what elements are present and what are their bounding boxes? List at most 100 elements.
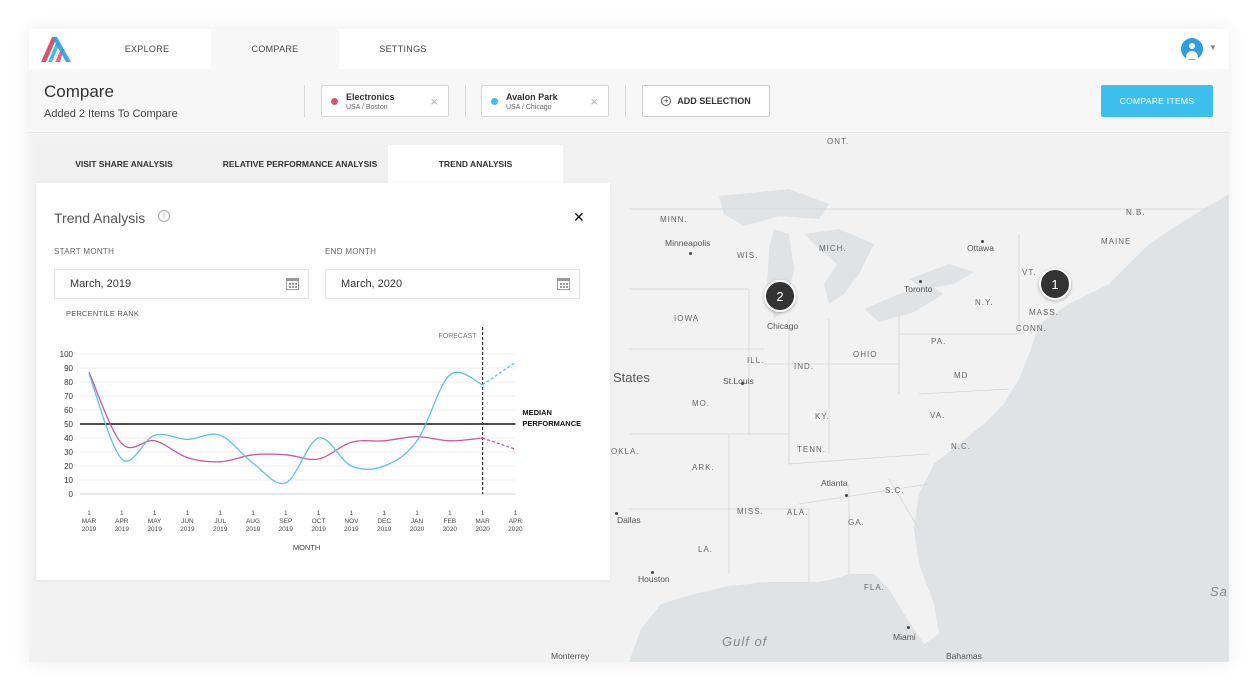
map-label: TENN. (797, 445, 826, 454)
map-label: ILL. (747, 356, 765, 365)
series-line-0 (88, 371, 483, 463)
selection-location: USA / Boston (346, 104, 388, 111)
end-month-label: END MONTH (325, 247, 377, 256)
map-marker-chicago[interactable]: 2 (764, 280, 796, 312)
analysis-tabs: VISIT SHARE ANALYSIS RELATIVE PERFORMANC… (36, 145, 563, 183)
city-label: Toronto (904, 284, 933, 294)
y-tick-label: 90 (64, 364, 73, 373)
x-tick-label: 1 MAY 2019 (147, 510, 162, 533)
add-selection-label: ADD SELECTION (677, 96, 751, 106)
y-tick-label: 0 (69, 490, 74, 499)
map-label: ARK. (692, 463, 715, 472)
logo-icon (41, 37, 71, 62)
y-tick-label: 20 (64, 462, 73, 471)
y-tick-label: 30 (64, 448, 73, 457)
x-tick-label: 1 JUL 2019 (213, 510, 228, 533)
y-tick-label: 10 (64, 476, 73, 485)
compare-items-button[interactable]: COMPARE ITEMS (1101, 85, 1213, 117)
map-country-label: States (613, 370, 650, 385)
nav-tab-explore[interactable]: EXPLORE (124, 44, 170, 54)
map-label: LA. (698, 545, 714, 554)
divider (304, 85, 305, 117)
page-title: Compare (44, 82, 114, 101)
map-sea-label: Sa (1210, 584, 1228, 599)
map-label: S.C. (885, 486, 905, 495)
city-label: Chicago (767, 321, 799, 331)
map-label: MD (954, 371, 969, 380)
start-month-label: START MONTH (54, 247, 115, 256)
tab-visit-share-analysis[interactable]: VISIT SHARE ANALYSIS (75, 159, 173, 169)
y-tick-label: 50 (64, 420, 73, 429)
calendar-icon[interactable] (286, 278, 299, 290)
x-tick-label: 1 OCT 2019 (311, 510, 326, 533)
map-sea-label: Gulf of (722, 634, 768, 649)
city-label: Ottawa (967, 243, 994, 253)
map-label: GA. (848, 518, 865, 527)
map-marker-boston[interactable]: 1 (1039, 268, 1071, 300)
x-axis-label: MONTH (293, 543, 321, 552)
info-icon[interactable]: i (158, 210, 170, 222)
x-tick-label: 1 APR 2019 (115, 510, 130, 533)
tab-relative-performance-analysis[interactable]: RELATIVE PERFORMANCE ANALYSIS (222, 159, 378, 169)
map-label: MAINE (1101, 237, 1132, 246)
plus-circle-icon: + (661, 96, 672, 106)
map-label: MINN. (660, 215, 688, 224)
start-month-input[interactable] (55, 270, 308, 298)
end-month-input[interactable] (326, 270, 579, 298)
city-label: St.Louis (723, 376, 754, 386)
trend-analysis-panel: Trend Analysis i ✕ START MONTH END MONTH… (36, 183, 610, 580)
city-dot (845, 494, 848, 497)
city-label: Miami (893, 632, 916, 642)
nav-tab-compare[interactable]: COMPARE (211, 29, 339, 69)
compare-header: Compare Added 2 Items To Compare Electro… (29, 69, 1229, 133)
x-tick-label: 1 MAR 2020 (475, 510, 490, 533)
selection-chip-avalon-park[interactable]: Avalon Park USA / Chicago × (481, 85, 609, 117)
y-tick-label: 40 (64, 434, 73, 443)
start-month-field[interactable] (54, 269, 309, 299)
selection-name: Electronics (346, 92, 395, 102)
selection-name: Avalon Park (506, 92, 558, 102)
city-dot (615, 512, 618, 515)
city-dot (981, 240, 984, 243)
series-line-1 (88, 371, 483, 485)
user-avatar-icon[interactable] (1181, 38, 1203, 60)
city-label: Houston (638, 574, 670, 584)
close-icon[interactable]: × (430, 94, 438, 109)
y-tick-label: 70 (64, 392, 73, 401)
x-tick-label: 1 DEC 2019 (377, 510, 392, 533)
map-label: N.C. (951, 442, 971, 451)
city-dot (741, 382, 744, 385)
selection-chip-electronics[interactable]: Electronics USA / Boston × (321, 85, 449, 117)
median-label: MEDIAN PERFORMANCE (522, 408, 581, 428)
city-label: Atlanta (821, 478, 848, 488)
city-label: Bahamas (946, 651, 982, 661)
add-selection-button[interactable]: + ADD SELECTION (642, 85, 770, 117)
nav-tab-settings[interactable]: SETTINGS (379, 44, 427, 54)
series-forecast-line-1 (482, 361, 516, 386)
map-label: ALA. (787, 508, 809, 517)
city-label: Minneapolis (665, 238, 711, 248)
close-icon[interactable]: ✕ (573, 209, 585, 225)
city-label: Dallas (617, 515, 641, 525)
x-tick-label: 1 JAN 2020 (410, 510, 425, 533)
selection-color-dot (331, 98, 338, 105)
chevron-down-icon[interactable]: ▼ (1209, 43, 1217, 52)
map-label: OHIO (853, 350, 878, 359)
map-label: MISS. (737, 507, 764, 516)
calendar-icon[interactable] (557, 278, 570, 290)
x-tick-label: 1 APR 2020 (508, 510, 523, 533)
x-tick-label: 1 AUG 2019 (246, 510, 261, 533)
x-tick-label: 1 NOV 2019 (344, 510, 359, 533)
forecast-label: FORECAST (438, 333, 477, 340)
map-label: VT. (1022, 268, 1037, 277)
end-month-field[interactable] (325, 269, 580, 299)
divider (465, 85, 466, 117)
top-navigation: EXPLORE COMPARE SETTINGS ▼ (29, 29, 1229, 69)
trend-chart: 0 10 20 30 40 50 60 70 80 90 100 1 MAR 2019 1 APR 2019 1 M… (60, 327, 581, 552)
city-dot (689, 252, 692, 255)
close-icon[interactable]: × (590, 94, 598, 109)
tab-trend-analysis[interactable]: TREND ANALYSIS (388, 145, 563, 183)
app-window: EXPLORE COMPARE SETTINGS ▼ Compare Added… (29, 29, 1229, 662)
selection-color-dot (491, 98, 498, 105)
selection-location: USA / Chicago (506, 104, 552, 111)
